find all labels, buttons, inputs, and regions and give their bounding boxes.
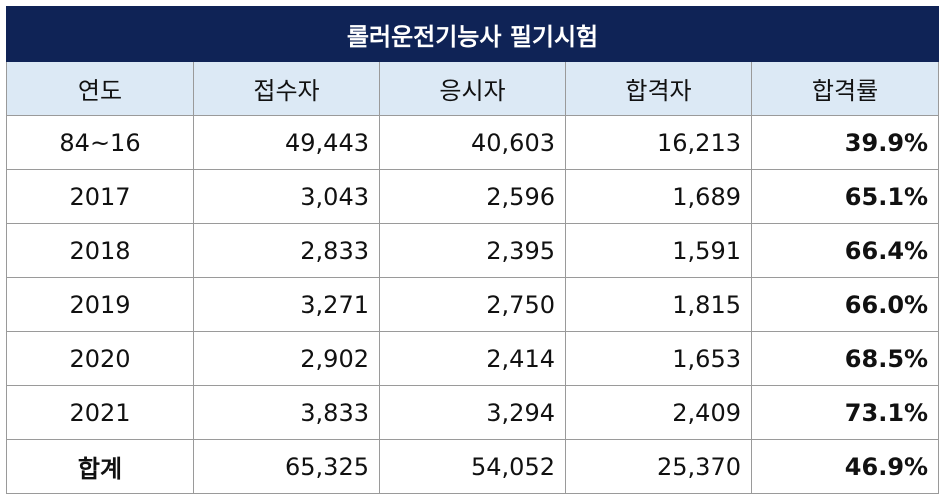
total-applicants-cell: 65,325 [193, 439, 380, 494]
header-examinees: 응시자 [379, 61, 566, 116]
pass-rate-cell: 68.5% [750, 331, 940, 386]
passers-cell: 1,653 [565, 331, 752, 386]
year-cell: 2017 [6, 169, 194, 224]
total-label: 합계 [6, 439, 194, 494]
total-pass-rate-cell: 46.9% [750, 439, 940, 494]
passers-cell: 1,815 [565, 277, 752, 332]
passers-cell: 2,409 [565, 385, 752, 440]
header-passers: 합격자 [565, 61, 752, 116]
passers-cell: 1,591 [565, 223, 752, 278]
year-cell: 2020 [6, 331, 194, 386]
passers-cell: 16,213 [565, 115, 752, 170]
examinees-cell: 2,395 [379, 223, 566, 278]
pass-rate-cell: 39.9% [750, 115, 940, 170]
total-row: 합계 65,325 54,052 25,370 46.9% [6, 439, 940, 494]
pass-rate-cell: 66.0% [750, 277, 940, 332]
header-pass-rate: 합격률 [750, 61, 940, 116]
header-year: 연도 [6, 61, 194, 116]
title-row: 롤러운전기능사 필기시험 [5, 6, 940, 62]
applicants-cell: 2,902 [193, 331, 380, 386]
table-row: 2020 2,902 2,414 1,653 68.5% [6, 331, 940, 386]
table-row: 2017 3,043 2,596 1,689 65.1% [6, 169, 940, 224]
examinees-cell: 2,750 [379, 277, 566, 332]
total-examinees-cell: 54,052 [379, 439, 566, 494]
pass-rate-cell: 66.4% [750, 223, 940, 278]
applicants-cell: 2,833 [193, 223, 380, 278]
table-row: 2018 2,833 2,395 1,591 66.4% [6, 223, 940, 278]
pass-rate-cell: 73.1% [750, 385, 940, 440]
examinees-cell: 40,603 [379, 115, 566, 170]
table-row: 84~16 49,443 40,603 16,213 39.9% [6, 115, 940, 170]
total-passers-cell: 25,370 [565, 439, 752, 494]
applicants-cell: 3,271 [193, 277, 380, 332]
examinees-cell: 2,596 [379, 169, 566, 224]
header-row: 연도 접수자 응시자 합격자 합격률 [6, 61, 940, 116]
year-cell: 84~16 [6, 115, 194, 170]
passers-cell: 1,689 [565, 169, 752, 224]
table-row: 2019 3,271 2,750 1,815 66.0% [6, 277, 940, 332]
year-cell: 2021 [6, 385, 194, 440]
examinees-cell: 2,414 [379, 331, 566, 386]
applicants-cell: 3,043 [193, 169, 380, 224]
table-row: 2021 3,833 3,294 2,409 73.1% [6, 385, 940, 440]
table-title: 롤러운전기능사 필기시험 [5, 6, 940, 62]
pass-rate-cell: 65.1% [750, 169, 940, 224]
header-applicants: 접수자 [193, 61, 380, 116]
applicants-cell: 49,443 [193, 115, 380, 170]
applicants-cell: 3,833 [193, 385, 380, 440]
exam-stats-table: 롤러운전기능사 필기시험 연도 접수자 응시자 합격자 합격률 84~16 49… [5, 6, 940, 494]
examinees-cell: 3,294 [379, 385, 566, 440]
year-cell: 2018 [6, 223, 194, 278]
year-cell: 2019 [6, 277, 194, 332]
